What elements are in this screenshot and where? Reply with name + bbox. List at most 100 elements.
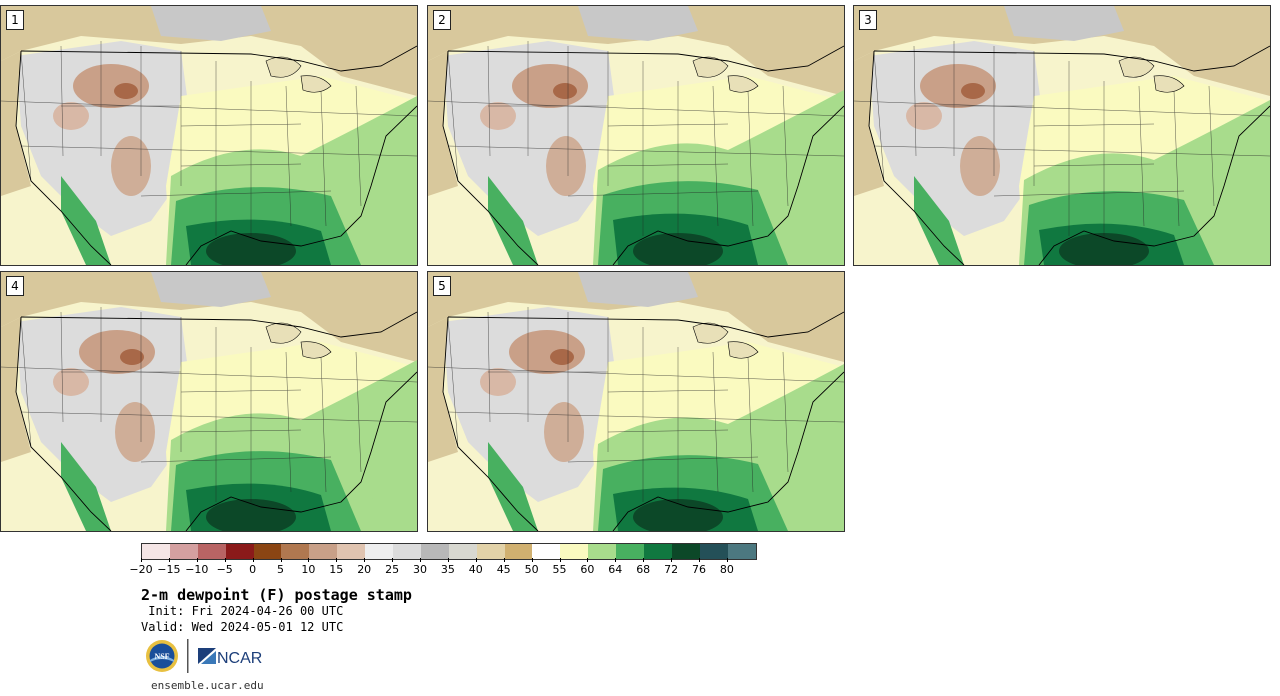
map-panel-3[interactable]: 3 xyxy=(853,5,1271,266)
dry-core xyxy=(114,83,138,99)
colorbar-tick xyxy=(503,558,505,562)
state-line xyxy=(607,389,729,393)
canada-fill xyxy=(1,6,417,96)
colorbar-tick xyxy=(224,558,226,562)
colorbar-tick xyxy=(141,558,142,562)
colorbar-tick-label: −5 xyxy=(216,563,233,576)
great-lake xyxy=(1118,56,1155,78)
state-line xyxy=(355,351,362,473)
colorbar-tick-label: 80 xyxy=(719,563,734,576)
colorbar-swatch xyxy=(142,544,170,559)
canada-gray-fill xyxy=(151,6,271,41)
state-line xyxy=(607,163,729,167)
state-borders xyxy=(428,41,844,236)
dry-patch xyxy=(544,402,584,462)
state-line xyxy=(447,316,459,448)
state-line xyxy=(487,45,491,157)
state-line xyxy=(1033,123,1155,127)
colorbar-swatch xyxy=(365,544,394,559)
colorbar-tick-label: 76 xyxy=(692,563,706,576)
state-line xyxy=(355,85,362,207)
colorbar-tick-label: 60 xyxy=(580,563,595,576)
state-line xyxy=(285,85,292,227)
dewpoint-map xyxy=(1,272,417,531)
colorbar-swatch xyxy=(727,544,756,559)
map-panel-2[interactable]: 2 xyxy=(427,5,845,266)
pacific-coastline xyxy=(15,316,112,531)
colorbar-swatch xyxy=(309,544,338,559)
state-line xyxy=(60,311,64,423)
colorbar-tick-label: 35 xyxy=(440,563,455,576)
state-borders xyxy=(1,307,417,502)
map-panel-1[interactable]: 1 xyxy=(0,5,418,266)
logo-divider xyxy=(187,639,189,673)
colorbar-swatch xyxy=(671,544,700,559)
colorbar-tick-label: −10 xyxy=(185,563,209,576)
dry-patch xyxy=(79,330,155,374)
country-border xyxy=(20,311,417,338)
state-line xyxy=(447,411,844,423)
atlantic-fill xyxy=(794,110,844,265)
mexico-coast-fill xyxy=(61,176,111,265)
colorbar-swatch xyxy=(337,544,366,559)
state-line xyxy=(20,50,32,182)
state-line xyxy=(1208,85,1215,207)
colorbar-swatch xyxy=(532,544,561,559)
panel-number: 5 xyxy=(433,276,451,296)
colorbar-tick xyxy=(559,558,561,562)
colorbar-tick-label: 25 xyxy=(385,563,400,576)
dry-patch xyxy=(920,64,996,108)
mexico-coast-fill xyxy=(488,176,538,265)
state-line xyxy=(320,356,327,493)
colorbar-tick-label: 5 xyxy=(277,563,284,576)
map-panel-5[interactable]: 5 xyxy=(427,271,845,532)
ncar-logo-icon[interactable]: NCAR xyxy=(198,648,262,667)
state-line xyxy=(1173,90,1180,227)
colorbar-tick xyxy=(447,558,449,562)
colorbar-swatch xyxy=(169,544,198,559)
nsf-logo-icon[interactable]: NSF xyxy=(146,640,178,672)
great-lake xyxy=(692,322,729,344)
site-url[interactable]: ensemble.ucar.edu xyxy=(151,679,264,692)
great-lake xyxy=(727,341,759,359)
canada-fill xyxy=(428,6,844,96)
plot-title: 2-m dewpoint (F) postage stamp xyxy=(141,586,412,604)
state-line xyxy=(487,311,491,423)
state-borders xyxy=(428,307,844,502)
state-line xyxy=(567,190,759,197)
atlantic-fill xyxy=(367,110,417,265)
panel-number: 3 xyxy=(859,10,877,30)
state-line xyxy=(180,389,302,393)
state-line xyxy=(140,190,332,197)
state-line xyxy=(1033,163,1155,167)
gulf-coastline xyxy=(185,371,417,531)
colorbar-tick xyxy=(168,558,170,562)
colorbar-tick-label: 30 xyxy=(413,563,427,576)
state-line xyxy=(1138,85,1145,227)
state-line xyxy=(20,145,417,157)
state-line xyxy=(180,429,302,433)
great-lake xyxy=(1153,75,1185,93)
colorbar-tick xyxy=(531,558,533,562)
colorbar-tick xyxy=(196,558,198,562)
colorbar-tick xyxy=(643,558,645,562)
canada-gray-fill xyxy=(151,272,271,307)
colorbar-tick xyxy=(671,558,673,562)
colorbar-swatch xyxy=(616,544,645,559)
state-line xyxy=(607,123,729,127)
state-line xyxy=(782,351,789,473)
logos: NSF NCAR xyxy=(145,638,275,674)
great-lake xyxy=(692,56,729,78)
state-line xyxy=(447,145,844,157)
map-panel-4[interactable]: 4 xyxy=(0,271,418,532)
colorbar-tick-label: 45 xyxy=(496,563,511,576)
dry-core xyxy=(961,83,985,99)
state-line xyxy=(993,190,1185,197)
dewpoint-map xyxy=(1,6,417,265)
state-line xyxy=(712,85,719,227)
great-lake xyxy=(300,75,332,93)
state-line xyxy=(747,356,754,493)
country-border xyxy=(873,45,1270,72)
state-line xyxy=(20,316,32,448)
colorbar-swatch xyxy=(420,544,449,559)
